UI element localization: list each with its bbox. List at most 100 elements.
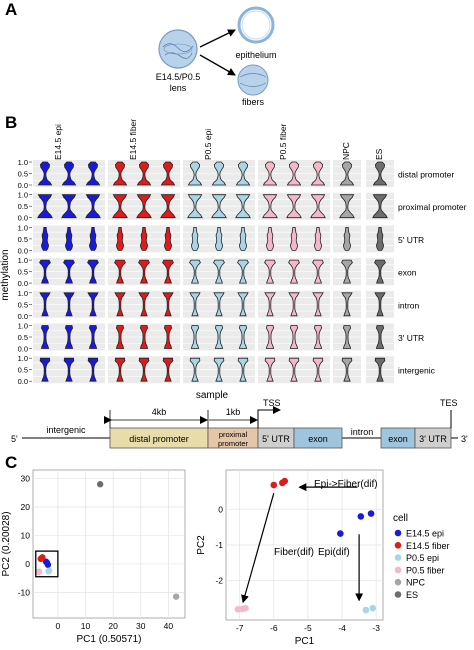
violin-mark bbox=[341, 292, 353, 317]
violin-mark bbox=[374, 292, 386, 317]
violin-mark bbox=[163, 227, 173, 251]
violin-mark bbox=[211, 194, 227, 219]
x-tick-label: 10 bbox=[81, 621, 91, 631]
violin-mark bbox=[138, 292, 150, 317]
violin-mark bbox=[163, 325, 173, 349]
tes-label: TES bbox=[440, 398, 458, 408]
violin-mark bbox=[189, 259, 201, 284]
violin-mark bbox=[136, 194, 152, 219]
y-tick-label: 0.0 bbox=[18, 246, 28, 255]
y-tick-label: 0.5 bbox=[18, 300, 28, 309]
violin-mark bbox=[312, 357, 324, 382]
violin-mark bbox=[115, 227, 125, 251]
panel-label-b: B bbox=[5, 113, 17, 132]
data-point-e14-5-epi bbox=[357, 513, 365, 520]
x-tick-label: 30 bbox=[136, 621, 146, 631]
violin-mark bbox=[265, 227, 275, 251]
violin-mark bbox=[339, 194, 355, 219]
data-point-e14-5-epi bbox=[44, 561, 52, 568]
column-header-es: ES bbox=[374, 148, 384, 160]
y-tick-label: 1.0 bbox=[18, 158, 28, 167]
violin-mark bbox=[87, 259, 99, 284]
column-header-p0-5-epi: P0.5 epi bbox=[203, 129, 213, 160]
x-tick-label: 40 bbox=[164, 621, 174, 631]
data-point-e14-5-fiber bbox=[270, 481, 278, 489]
y-tick-label: 0.0 bbox=[18, 279, 28, 288]
y-tick-label: 0.5 bbox=[18, 170, 28, 179]
legend-key bbox=[394, 578, 402, 586]
violin-mark bbox=[214, 325, 224, 349]
y-tick-label: -10 bbox=[18, 587, 31, 597]
violin-mark bbox=[88, 325, 98, 349]
violin-mark bbox=[211, 161, 227, 186]
violin-mark bbox=[374, 357, 386, 382]
data-point-e14-5-epi bbox=[367, 510, 375, 517]
violin-mark bbox=[88, 227, 98, 251]
violin-mark bbox=[235, 194, 251, 219]
legend-label: ES bbox=[406, 590, 418, 600]
violin-mark bbox=[138, 259, 150, 284]
data-point-e14-5-epi bbox=[337, 530, 344, 537]
fibers-drawing bbox=[237, 64, 269, 96]
epithelium-drawing bbox=[237, 6, 275, 44]
violin-mark bbox=[262, 194, 278, 219]
exon1-label: exon bbox=[308, 434, 328, 444]
violin-mark bbox=[63, 292, 75, 317]
y-axis-label: PC2 bbox=[196, 535, 207, 555]
data-point-npc bbox=[172, 593, 180, 600]
violin-mark bbox=[342, 325, 352, 349]
x-axis-label: PC1 (0.50571) bbox=[76, 634, 141, 645]
violin-mark bbox=[114, 292, 126, 317]
violin-mark bbox=[87, 292, 99, 317]
exon2-label: exon bbox=[388, 434, 408, 444]
annotation-fiber-dif: Fiber(dif) bbox=[274, 547, 314, 558]
data-point-e14-5-fiber bbox=[281, 477, 289, 485]
violin-mark bbox=[265, 325, 275, 349]
y-tick-label: 0.5 bbox=[18, 202, 28, 211]
annotation-epi-dif: Epi(dif) bbox=[318, 547, 350, 558]
violin-mark bbox=[312, 259, 324, 284]
violin-mark bbox=[310, 161, 326, 186]
x-tick-label: -7 bbox=[236, 623, 244, 633]
violin-mark bbox=[341, 259, 353, 284]
y-tick-label: -1 bbox=[215, 540, 223, 550]
violin-mark bbox=[85, 161, 101, 186]
violin-mark bbox=[138, 357, 150, 382]
violin-mark bbox=[114, 259, 126, 284]
arrow-to-epithelium bbox=[199, 29, 236, 48]
violin-mark bbox=[40, 325, 50, 349]
violin-mark bbox=[40, 227, 50, 251]
violin-mark bbox=[213, 357, 225, 382]
violin-mark bbox=[189, 292, 201, 317]
violin-mark bbox=[114, 357, 126, 382]
legend-key bbox=[394, 591, 402, 598]
row-label-1: proximal promoter bbox=[398, 202, 467, 212]
y-tick-label: 1.0 bbox=[18, 191, 28, 200]
violin-mark bbox=[288, 292, 300, 317]
lens-label-line2: lens bbox=[170, 83, 187, 93]
violin-mark bbox=[160, 161, 176, 186]
legend-key bbox=[394, 529, 402, 537]
violin-mark bbox=[312, 292, 324, 317]
violin-mark bbox=[264, 292, 276, 317]
y-tick-label: 0.0 bbox=[18, 312, 28, 321]
y-tick-label: 1.0 bbox=[18, 223, 28, 232]
legend-key bbox=[394, 566, 402, 574]
violin-mark bbox=[162, 292, 174, 317]
x-tick-label: -6 bbox=[270, 623, 278, 633]
violin-mark bbox=[63, 259, 75, 284]
y-tick-label: 30 bbox=[21, 474, 31, 484]
x-tick-label: -4 bbox=[338, 623, 346, 633]
legend-label: P0.5 epi bbox=[406, 553, 439, 563]
violin-mark bbox=[85, 194, 101, 219]
tss-arrow bbox=[257, 406, 281, 428]
violin-mark bbox=[190, 227, 200, 251]
panel-label-a: A bbox=[5, 0, 17, 19]
y-tick-label: 0.5 bbox=[18, 333, 28, 342]
violin-mark bbox=[162, 259, 174, 284]
y-tick-label: 0.0 bbox=[18, 377, 28, 386]
violin-mark bbox=[61, 161, 77, 186]
proximal-promoter-label-2: promoter bbox=[218, 439, 249, 448]
column-header-p0-5-fiber: P0.5 fiber bbox=[278, 123, 288, 160]
